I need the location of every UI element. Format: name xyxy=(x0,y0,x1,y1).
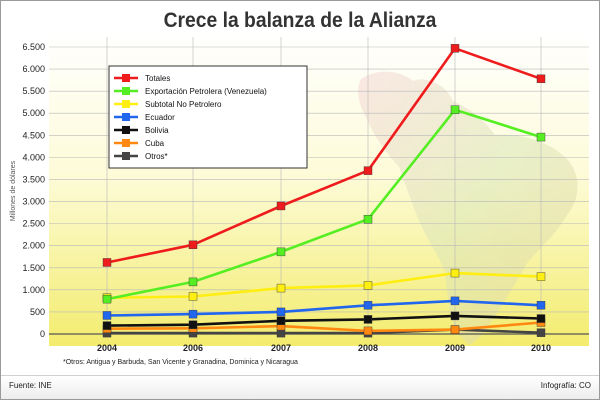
data-point-subtotal-no-petrolero xyxy=(450,268,460,278)
data-point-cuba xyxy=(450,325,460,334)
legend-label: Bolivia xyxy=(145,126,169,135)
data-point-exportaci-n-petrolera-venezuela xyxy=(276,247,286,257)
legend-label: Exportación Petrolera (Venezuela) xyxy=(145,87,267,96)
y-tick-label: 5.500 xyxy=(22,86,45,96)
legend-label: Ecuador xyxy=(145,113,175,122)
legend-label: Totales xyxy=(145,74,170,83)
legend-box xyxy=(108,65,308,169)
chart: Crece la balanza de la Alianza Millones … xyxy=(10,9,589,366)
series-line-cuba xyxy=(106,321,542,333)
legend-item-ecuador: Ecuador xyxy=(114,113,175,122)
x-tick-label: 2006 xyxy=(183,343,203,353)
data-point-ecuador xyxy=(363,301,373,310)
legend-swatch-marker xyxy=(122,100,130,108)
legend-swatch-marker xyxy=(122,87,130,95)
data-point-bolivia xyxy=(102,321,112,330)
series-ecuador xyxy=(102,296,546,320)
data-point-exportaci-n-petrolera-venezuela xyxy=(450,105,460,114)
legend-item-totales: Totales xyxy=(114,74,170,83)
y-tick-label: 0 xyxy=(40,329,45,339)
legend-swatch-marker xyxy=(122,126,130,134)
y-tick-label: 3.000 xyxy=(22,197,45,207)
data-point-cuba xyxy=(363,326,373,336)
legend-swatch-marker xyxy=(122,74,130,82)
data-point-otros xyxy=(276,328,286,338)
y-tick-label: 6.500 xyxy=(22,42,45,52)
infographic-credit: Infografía: CO xyxy=(540,381,591,390)
data-point-otros xyxy=(536,328,546,337)
data-point-exportaci-n-petrolera-venezuela xyxy=(102,294,112,304)
data-point-totales xyxy=(363,166,373,175)
data-point-bolivia xyxy=(276,316,286,325)
legend-swatch-marker xyxy=(122,139,130,147)
legend-item-cuba: Cuba xyxy=(114,139,165,148)
data-point-ecuador xyxy=(450,296,460,306)
legend-item-otros: Otros* xyxy=(114,152,168,161)
y-tick-label: 3.500 xyxy=(22,174,45,184)
series-line-ecuador xyxy=(106,299,542,317)
data-point-totales xyxy=(536,74,546,83)
data-point-subtotal-no-petrolero xyxy=(536,272,546,281)
data-point-ecuador xyxy=(188,309,198,319)
legend-item-subtotal-no-petrolero: Subtotal No Petrolero xyxy=(114,100,222,109)
series-line-otros xyxy=(107,328,542,335)
series-totales xyxy=(102,44,546,267)
data-point-totales xyxy=(276,201,286,211)
data-point-bolivia xyxy=(188,320,198,329)
data-point-ecuador xyxy=(276,307,286,317)
data-point-exportaci-n-petrolera-venezuela xyxy=(536,132,546,142)
data-point-subtotal-no-petrolero xyxy=(276,283,286,293)
x-tick-label: 2007 xyxy=(271,343,291,353)
footer-bar xyxy=(1,375,599,399)
y-tick-label: 500 xyxy=(30,307,45,317)
data-point-totales xyxy=(450,44,460,53)
chart-title: Crece la balanza de la Alianza xyxy=(164,9,438,32)
data-point-ecuador xyxy=(102,311,112,320)
data-point-bolivia xyxy=(363,315,373,324)
legend-item-exportaci-n-petrolera-venezuela: Exportación Petrolera (Venezuela) xyxy=(114,87,267,96)
data-point-exportaci-n-petrolera-venezuela xyxy=(363,214,373,224)
series-exportaci-n-petrolera-venezuela xyxy=(102,105,546,304)
y-tick-label: 4.500 xyxy=(22,130,45,140)
data-point-subtotal-no-petrolero xyxy=(363,281,373,290)
data-point-totales xyxy=(102,258,112,267)
data-point-subtotal-no-petrolero xyxy=(188,292,198,301)
data-point-ecuador xyxy=(536,301,546,310)
x-tick-label: 2008 xyxy=(358,343,378,353)
y-axis-label: Millones de dólares xyxy=(10,160,17,221)
series-line-subtotal-no-petrolero xyxy=(106,271,542,300)
legend-item-bolivia: Bolivia xyxy=(114,126,169,135)
series-line-exportaci-n-petrolera-venezuela xyxy=(106,108,542,301)
data-point-exportaci-n-petrolera-venezuela xyxy=(188,277,198,287)
y-tick-label: 5.000 xyxy=(22,108,45,118)
y-tick-label: 1.500 xyxy=(22,263,45,273)
y-tick-label: 1.000 xyxy=(22,285,45,295)
series-bolivia xyxy=(102,311,546,330)
legend: Totales Exportación Petrolera (Venezuela)… xyxy=(108,65,308,169)
y-tick-label: 6.000 xyxy=(22,64,45,74)
x-tick-label: 2009 xyxy=(445,343,465,353)
source-credit: Fuente: INE xyxy=(9,381,52,390)
legend-swatch-marker xyxy=(122,113,130,121)
data-point-bolivia xyxy=(536,314,546,323)
x-tick-label: 2004 xyxy=(97,343,117,353)
legend-label: Cuba xyxy=(145,139,165,148)
legend-swatch-marker xyxy=(122,152,130,160)
series-line-totales xyxy=(106,46,542,264)
x-tick-label: 2010 xyxy=(531,343,551,353)
y-tick-label: 2.000 xyxy=(22,241,45,251)
legend-label: Otros* xyxy=(145,152,168,161)
footnote: *Otros: Antigua y Barbuda, San Vicente y… xyxy=(63,359,298,366)
series-line-bolivia xyxy=(106,314,542,327)
data-point-totales xyxy=(188,240,198,250)
y-tick-label: 2.500 xyxy=(22,219,45,229)
legend-label: Subtotal No Petrolero xyxy=(145,100,222,109)
y-tick-label: 4.000 xyxy=(22,152,45,162)
data-point-bolivia xyxy=(450,311,460,321)
map-watermark xyxy=(358,71,578,346)
